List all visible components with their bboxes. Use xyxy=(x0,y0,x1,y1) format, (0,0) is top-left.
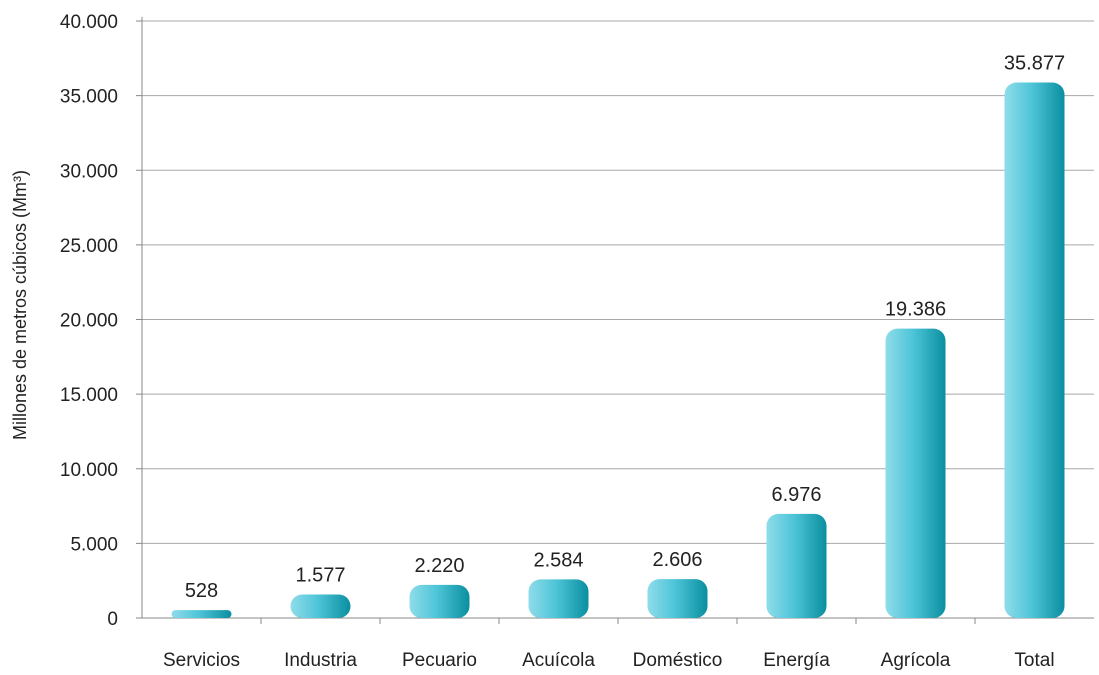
value-label: 1.577 xyxy=(295,564,345,586)
category-label: Servicios xyxy=(163,650,240,671)
category-label: Energía xyxy=(763,650,830,671)
bar-industria xyxy=(290,594,351,618)
bar-doméstico xyxy=(647,579,708,618)
gridlines xyxy=(142,20,1094,544)
y-tick-label: 35.000 xyxy=(60,87,118,108)
value-label: 6.976 xyxy=(771,484,821,506)
bar-servicios xyxy=(171,610,232,618)
value-label: 2.584 xyxy=(533,549,583,571)
value-label: 2.606 xyxy=(652,549,702,571)
value-label: 35.877 xyxy=(1004,53,1065,75)
value-label: 528 xyxy=(185,580,218,602)
y-tick-label: 5.000 xyxy=(70,534,118,555)
y-axis-ticks: 0 5.000 10.000 15.000 20.000 25.000 30.000 35.0… xyxy=(60,12,142,630)
y-tick-label: 25.000 xyxy=(60,236,118,257)
y-tick-label: 15.000 xyxy=(60,385,118,406)
y-tick-label: 40.000 xyxy=(60,12,118,33)
bar-pecuario xyxy=(409,584,470,618)
category-label: Doméstico xyxy=(633,650,723,671)
y-tick-label: 10.000 xyxy=(60,460,118,481)
bar-energía xyxy=(766,513,827,618)
category-label: Agrícola xyxy=(881,650,951,671)
value-label: 19.386 xyxy=(885,299,946,321)
bar-acuícola xyxy=(528,579,589,618)
y-tick-label: 0 xyxy=(107,609,118,630)
category-label: Pecuario xyxy=(402,650,477,671)
value-label: 2.220 xyxy=(414,555,464,577)
y-tick-label: 20.000 xyxy=(60,311,118,332)
bar-agrícola xyxy=(885,328,946,618)
axes xyxy=(141,17,1094,624)
category-label: Total xyxy=(1014,650,1054,671)
y-axis-title: Millones de metros cúbicos (Mm³) xyxy=(10,170,30,440)
y-tick-label: 30.000 xyxy=(60,161,118,182)
x-axis-labels: Servicios Industria Pecuario Acuícola Domést… xyxy=(163,650,1055,671)
bars: 528 1.577 2.220 2.584 2.606 6.976 19.386 35.877 xyxy=(171,53,1065,619)
category-label: Industria xyxy=(284,650,357,671)
bar-total xyxy=(1004,82,1065,619)
category-label: Acuícola xyxy=(522,650,595,671)
